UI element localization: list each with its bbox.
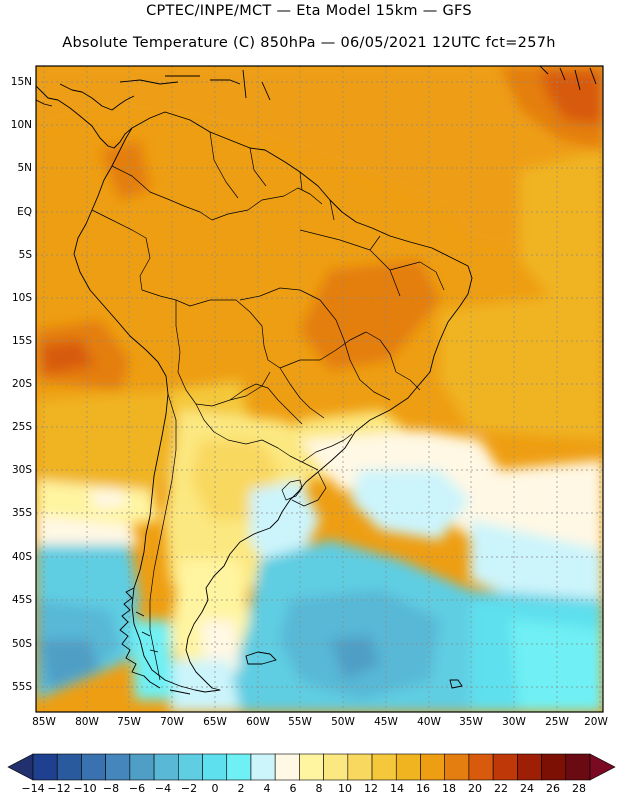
lat-label: 30S xyxy=(11,464,32,476)
colorbar-bin xyxy=(32,753,58,781)
colorbar-over-arrow xyxy=(589,753,616,781)
lon-label: 80W xyxy=(75,716,99,728)
islands-south xyxy=(245,651,463,689)
lat-label: 5N xyxy=(17,162,32,174)
lon-label: 30W xyxy=(502,716,526,728)
colorbar-bin xyxy=(565,753,591,781)
lon-label: 45W xyxy=(374,716,398,728)
colorbar-label: −6 xyxy=(128,782,146,795)
colorbar-bin xyxy=(347,753,373,781)
colorbar-bin xyxy=(178,753,203,781)
colorbar-label: 24 xyxy=(520,782,534,795)
colorbar-bin xyxy=(202,753,228,781)
colorbar-label: 12 xyxy=(364,782,378,795)
lat-label: EQ xyxy=(17,206,32,218)
lon-label: 60W xyxy=(246,716,270,728)
colorbar-label: 14 xyxy=(390,782,404,795)
colorbar-bin xyxy=(517,753,542,781)
south-america-coast xyxy=(73,111,473,693)
colorbar xyxy=(7,753,616,781)
colorbar-label: 6 xyxy=(289,782,297,795)
lat-label: 45S xyxy=(11,594,32,606)
colorbar-label: −8 xyxy=(102,782,120,795)
colorbar-label: 0 xyxy=(211,782,219,795)
country-borders xyxy=(91,131,445,681)
colorbar-bin xyxy=(371,753,397,781)
lon-label: 40W xyxy=(417,716,441,728)
colorbar-label: 20 xyxy=(468,782,482,795)
lon-label: 55W xyxy=(288,716,312,728)
colorbar-bin xyxy=(226,753,252,781)
lat-label: 15S xyxy=(11,335,32,347)
lat-label: 10S xyxy=(11,292,32,304)
colorbar-bin xyxy=(444,753,470,781)
colorbar-bin xyxy=(541,753,567,781)
colorbar-bin xyxy=(492,753,518,781)
central-america-coast xyxy=(36,83,135,149)
colorbar-label: −14 xyxy=(21,782,45,795)
map-frame xyxy=(35,65,604,713)
lat-label: 10N xyxy=(10,119,32,131)
lon-label: 35W xyxy=(459,716,483,728)
lat-label: 40S xyxy=(11,551,32,563)
lon-label: 20W xyxy=(584,716,608,728)
colorbar-label: 28 xyxy=(572,782,586,795)
colorbar-label: −12 xyxy=(47,782,71,795)
title-line-2: Absolute Temperature (C) 850hPa — 06/05/… xyxy=(62,35,556,51)
lat-label: 15N xyxy=(10,76,32,88)
caribbean-islands xyxy=(119,66,597,101)
lat-label: 35S xyxy=(11,507,32,519)
colorbar-label: 8 xyxy=(315,782,323,795)
colorbar-bin xyxy=(274,753,300,781)
colorbar-bin xyxy=(420,753,446,781)
lat-label: 5S xyxy=(18,249,32,261)
title-line-1: CPTEC/INPE/MCT — Eta Model 15km — GFS xyxy=(146,3,472,19)
colorbar-bin xyxy=(323,753,349,781)
colorbar-label: 26 xyxy=(546,782,560,795)
colorbar-label: −10 xyxy=(73,782,97,795)
lon-label: 65W xyxy=(203,716,227,728)
colorbar-bin xyxy=(468,753,494,781)
colorbar-label: 4 xyxy=(263,782,271,795)
colorbar-bin xyxy=(56,753,82,781)
lat-label: 50S xyxy=(11,638,32,650)
colorbar-bin xyxy=(153,753,179,781)
lat-label: 55S xyxy=(11,681,32,693)
lon-label: 25W xyxy=(545,716,569,728)
colorbar-bin xyxy=(81,753,106,781)
colorbar-label: 10 xyxy=(338,782,352,795)
lon-label: 85W xyxy=(32,716,56,728)
coastlines xyxy=(36,66,597,695)
colorbar-label: 2 xyxy=(237,782,245,795)
lon-label: 70W xyxy=(160,716,184,728)
temperature-field xyxy=(36,66,603,712)
colorbar-bin xyxy=(395,753,421,781)
colorbar-bin xyxy=(299,753,324,781)
colorbar-bin xyxy=(250,753,276,781)
lon-label: 50W xyxy=(331,716,355,728)
colorbar-bin xyxy=(129,753,155,781)
colorbar-label: 22 xyxy=(494,782,508,795)
colorbar-label: −2 xyxy=(180,782,198,795)
lat-label: 25S xyxy=(11,421,32,433)
lon-label: 75W xyxy=(117,716,141,728)
lat-label: 20S xyxy=(11,378,32,390)
colorbar-label: 16 xyxy=(416,782,430,795)
colorbar-label: 18 xyxy=(442,782,456,795)
colorbar-bin xyxy=(105,753,131,781)
colorbar-under-arrow xyxy=(7,753,34,781)
colorbar-label: −4 xyxy=(154,782,172,795)
